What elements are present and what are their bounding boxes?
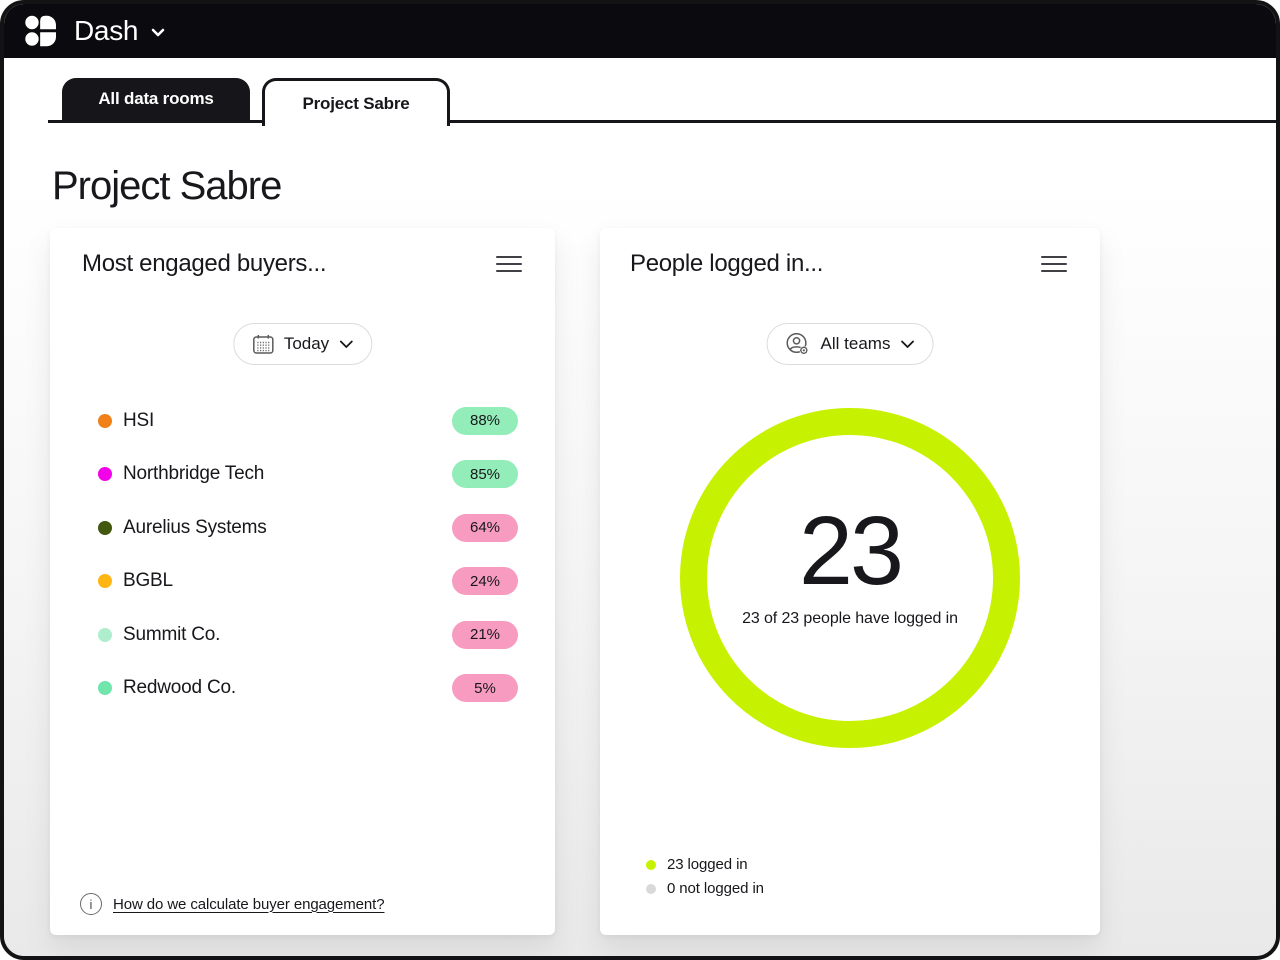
engagement-badge: 85%: [452, 460, 518, 489]
app-name: Dash: [74, 15, 139, 46]
date-filter-dropdown[interactable]: Today: [232, 323, 373, 365]
engagement-badge: 24%: [452, 567, 518, 596]
legend-label: 23 logged in: [667, 856, 748, 873]
buyer-color-dot: [98, 520, 112, 535]
engagement-footer: i How do we calculate buyer engagement?: [80, 893, 385, 915]
buyer-name: Redwood Co.: [123, 677, 236, 699]
chevron-down-icon: [901, 340, 914, 348]
buyer-row: Redwood Co. 5%: [50, 662, 555, 716]
buyer-row: HSI 88%: [50, 394, 555, 448]
buyer-color-dot: [98, 467, 112, 482]
buyer-color-dot: [98, 627, 112, 642]
calendar-icon: [252, 334, 274, 354]
app-switcher[interactable]: [151, 24, 165, 42]
logged-in-caption: 23 of 23 people have logged in: [742, 610, 958, 628]
buyer-row: Northbridge Tech 85%: [50, 448, 555, 502]
page-title: Project Sabre: [52, 164, 282, 208]
teams-filter-dropdown[interactable]: All teams: [766, 323, 934, 365]
user-settings-icon: [786, 332, 809, 355]
buyer-row: BGBL 24%: [50, 555, 555, 609]
buyer-color-dot: [98, 574, 112, 589]
hamburger-menu-icon[interactable]: [496, 256, 522, 272]
buyer-name: Aurelius Systems: [123, 516, 267, 538]
buyer-color-dot: [98, 681, 112, 696]
info-icon: i: [80, 893, 102, 915]
buyer-row: Summit Co. 21%: [50, 608, 555, 662]
legend-dot: [646, 883, 656, 894]
login-card: People logged in... All teams: [600, 228, 1100, 935]
buyer-name: Northbridge Tech: [123, 463, 265, 485]
teams-filter-label: All teams: [820, 334, 891, 353]
chevron-down-icon: [151, 28, 165, 37]
buyer-name: HSI: [123, 409, 155, 431]
top-bar: Dash: [4, 4, 1276, 58]
engagement-card: Most engaged buyers... Today HSI: [50, 228, 555, 935]
tab-underline: [48, 120, 1276, 123]
engagement-badge: 88%: [452, 406, 518, 435]
buyer-list: HSI 88% Northbridge Tech 85% Aurelius Sy…: [50, 394, 555, 715]
legend-item: 0 not logged in: [646, 880, 764, 897]
tab-label: All data rooms: [98, 89, 214, 108]
tab-all-data-rooms[interactable]: All data rooms: [62, 78, 250, 120]
chevron-down-icon: [339, 340, 353, 348]
hamburger-menu-icon[interactable]: [1041, 256, 1067, 272]
buyer-row: Aurelius Systems 64%: [50, 501, 555, 555]
engagement-badge: 64%: [452, 513, 518, 542]
engagement-help-link[interactable]: How do we calculate buyer engagement?: [113, 895, 385, 913]
engagement-badge: 21%: [452, 620, 518, 649]
date-filter-label: Today: [283, 334, 330, 353]
engagement-card-title: Most engaged buyers...: [82, 250, 327, 277]
tab-label: Project Sabre: [302, 93, 410, 113]
legend-dot: [646, 859, 656, 870]
tab-project-sabre[interactable]: Project Sabre: [262, 78, 450, 126]
logged-in-donut-chart: 23 23 of 23 people have logged in: [680, 408, 1020, 748]
legend-label: 0 not logged in: [667, 880, 764, 897]
logged-in-count: 23: [799, 496, 904, 606]
donut-center: 23 23 of 23 people have logged in: [740, 502, 960, 630]
donut-legend: 23 logged in 0 not logged in: [646, 856, 764, 897]
buyer-name: BGBL: [123, 570, 173, 592]
ansarada-logo-icon: [25, 15, 56, 47]
legend-item: 23 logged in: [646, 856, 764, 873]
buyer-color-dot: [98, 413, 112, 428]
engagement-badge: 5%: [452, 674, 518, 703]
login-card-title: People logged in...: [630, 250, 824, 277]
buyer-name: Summit Co.: [123, 623, 221, 645]
